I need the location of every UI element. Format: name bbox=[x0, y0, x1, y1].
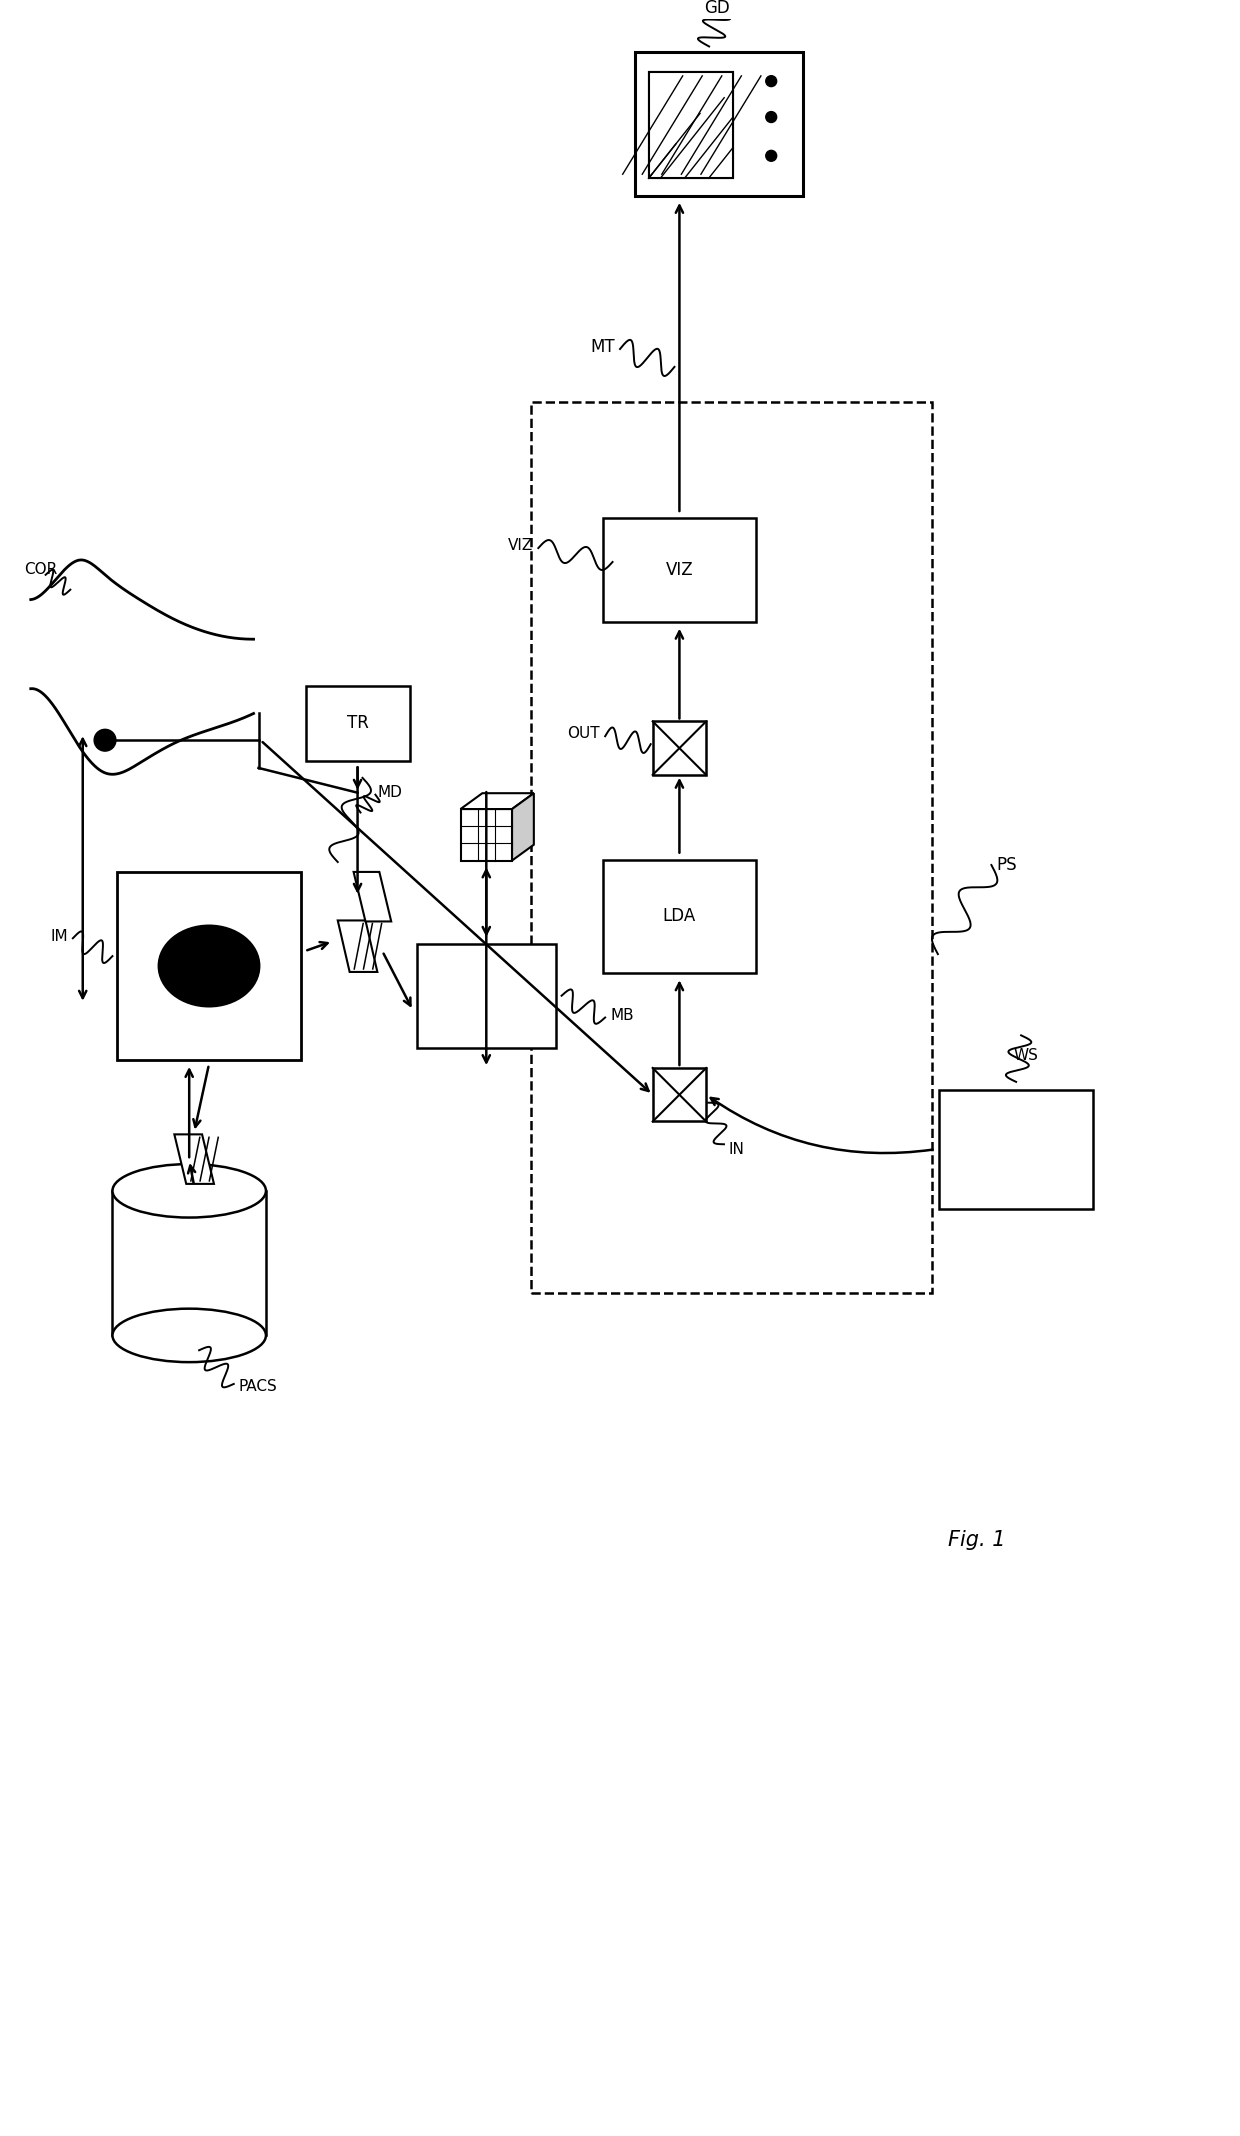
Bar bbox=[652, 1068, 706, 1121]
Polygon shape bbox=[175, 1134, 215, 1183]
Text: IM: IM bbox=[51, 929, 68, 944]
Bar bbox=[531, 402, 932, 1292]
Ellipse shape bbox=[113, 1164, 265, 1218]
Polygon shape bbox=[460, 792, 534, 810]
Text: MB: MB bbox=[610, 1008, 634, 1023]
Bar bbox=[417, 944, 556, 1049]
Text: WS: WS bbox=[1013, 1047, 1038, 1062]
Text: IN: IN bbox=[729, 1143, 745, 1158]
Bar bbox=[460, 810, 512, 861]
Polygon shape bbox=[512, 792, 534, 861]
Circle shape bbox=[766, 111, 776, 122]
Bar bbox=[649, 73, 733, 177]
Circle shape bbox=[94, 728, 115, 752]
Text: COR: COR bbox=[24, 562, 57, 577]
Bar bbox=[940, 1089, 1092, 1209]
Bar bbox=[603, 859, 756, 974]
Bar bbox=[652, 722, 706, 775]
Text: LDA: LDA bbox=[663, 908, 696, 925]
Text: VIZ: VIZ bbox=[666, 562, 693, 579]
Bar bbox=[113, 1190, 265, 1335]
Polygon shape bbox=[337, 921, 377, 972]
Text: GD: GD bbox=[704, 0, 730, 17]
Bar bbox=[649, 73, 733, 177]
Ellipse shape bbox=[159, 925, 259, 1006]
Bar bbox=[635, 53, 804, 197]
Text: OUT: OUT bbox=[568, 726, 600, 741]
Text: MD: MD bbox=[377, 786, 402, 801]
Text: PS: PS bbox=[996, 857, 1017, 874]
Text: MT: MT bbox=[590, 337, 615, 357]
Bar bbox=[118, 871, 300, 1059]
Text: TR: TR bbox=[347, 713, 368, 733]
Ellipse shape bbox=[113, 1309, 265, 1363]
Bar bbox=[305, 686, 409, 760]
Circle shape bbox=[766, 150, 776, 160]
Text: VIZ: VIZ bbox=[508, 538, 533, 553]
Bar bbox=[649, 73, 733, 177]
Bar bbox=[603, 517, 756, 622]
Circle shape bbox=[766, 75, 776, 88]
Text: PACS: PACS bbox=[239, 1380, 278, 1395]
Text: Fig. 1: Fig. 1 bbox=[947, 1529, 1006, 1551]
Polygon shape bbox=[353, 871, 392, 921]
